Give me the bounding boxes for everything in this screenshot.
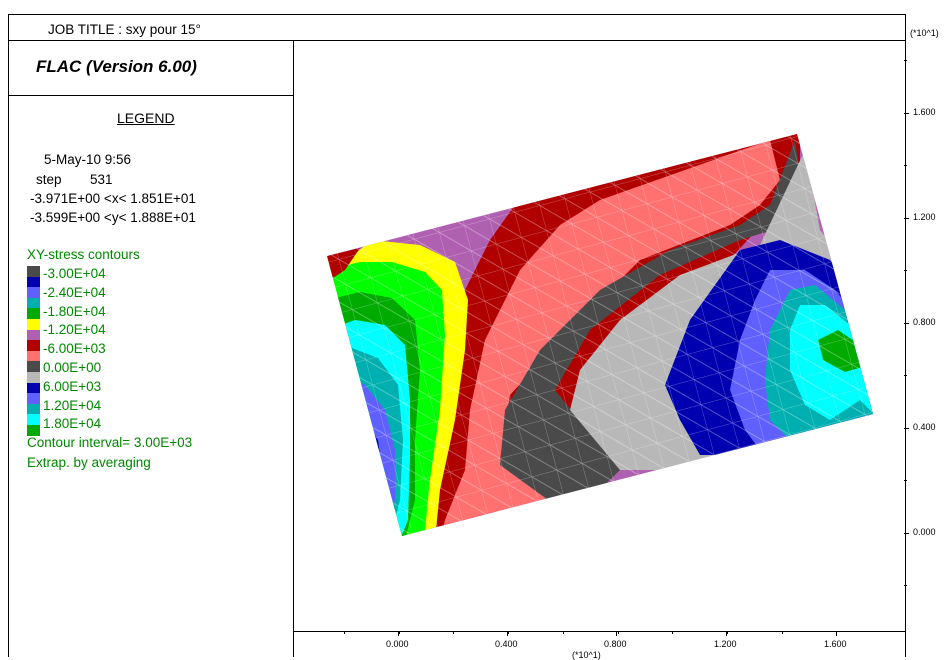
legend-level-label: -1.80E+04 [43, 303, 106, 319]
step-label: step [36, 172, 62, 187]
y-axis-minor-tick [904, 112, 907, 114]
legend-level-label: 1.20E+04 [43, 397, 102, 413]
frame-top-line [8, 14, 906, 15]
y-axis-tick-label: 0.400 [913, 422, 936, 432]
x-axis-tick-label: 0.000 [386, 639, 409, 649]
y-range: -3.599E+00 <y< 1.888E+01 [30, 210, 196, 225]
y-axis-tick [904, 323, 909, 324]
x-axis-minor-tick [398, 631, 400, 634]
title-divider-line [8, 40, 906, 41]
y-axis-tick [904, 533, 909, 534]
x-axis-tick [616, 631, 617, 636]
x-axis-minor-tick [836, 631, 838, 634]
y-axis-tick [904, 218, 909, 219]
legend-level-label: 0.00E+00 [43, 360, 102, 375]
model-domain [327, 134, 873, 536]
mesh-grid [327, 134, 873, 536]
y-axis-minor-tick [904, 585, 907, 586]
x-axis-minor-tick [781, 631, 783, 634]
x-axis-minor-tick [344, 631, 345, 634]
y-axis-minor-tick [904, 217, 907, 219]
x-axis-minor-tick [508, 631, 510, 634]
legend-level-label: 1.80E+04 [43, 416, 102, 432]
frame-right-line [905, 14, 906, 657]
x-axis-tick-label: 0.400 [495, 639, 518, 649]
x-axis-minor-tick [726, 631, 728, 634]
legend-level-label: -2.40E+04 [43, 284, 106, 300]
y-axis-tick-label: 1.200 [913, 212, 936, 222]
legend-swatch [27, 414, 40, 426]
x-axis-minor-tick [562, 631, 564, 634]
contour-interval: Contour interval= 3.00E+03 [27, 435, 193, 450]
y-axis-minor-tick [904, 322, 907, 324]
x-axis-line [293, 631, 906, 632]
contour-title: XY-stress contours [27, 247, 140, 262]
y-axis-minor-tick [904, 270, 907, 271]
x-axis-tick-label: 1.600 [824, 639, 847, 649]
x-axis-minor-tick [672, 631, 674, 634]
legend-level-label: 6.00E+03 [43, 378, 102, 394]
legend-level-label: -3.00E+04 [43, 266, 106, 281]
y-axis-tick-label: 0.000 [913, 527, 936, 537]
y-axis-tick-label: 1.600 [913, 107, 936, 117]
y-axis-tick [904, 113, 909, 114]
x-axis-multiplier: (*10^1) [572, 650, 601, 660]
x-axis-minor-tick [453, 631, 455, 634]
job-title: JOB TITLE : sxy pour 15° [48, 22, 201, 37]
legend-swatch [27, 350, 40, 362]
legend-swatch [27, 393, 40, 405]
extrapolation-note: Extrap. by averaging [27, 455, 151, 470]
y-axis-minor-tick [904, 375, 907, 376]
y-axis-minor-tick [904, 60, 907, 61]
legend-swatch [27, 266, 40, 277]
y-axis-minor-tick [904, 427, 907, 429]
legend-swatch [27, 287, 40, 299]
x-axis-tick [726, 631, 727, 636]
legend-swatch [27, 329, 40, 341]
x-axis-tick [398, 631, 399, 636]
legend-swatch [27, 319, 40, 330]
legend-swatch [27, 297, 40, 309]
software-title: FLAC (Version 6.00) [36, 57, 197, 76]
date-time: 5-May-10 9:56 [44, 152, 132, 167]
x-axis-tick-label: 1.200 [714, 639, 737, 649]
x-range: -3.971E+00 <x< 1.851E+01 [30, 191, 196, 206]
legend-panel-border [293, 40, 294, 657]
legend-heading: LEGEND [117, 110, 175, 126]
y-axis-minor-tick [904, 165, 907, 166]
y-axis-tick-label: 0.800 [913, 317, 936, 327]
step-value: 531 [90, 172, 113, 187]
legend-swatch [27, 340, 40, 352]
legend-level-label: -1.20E+04 [43, 322, 106, 338]
y-axis-multiplier: (*10^1) [910, 28, 939, 38]
x-axis-minor-tick [617, 631, 619, 634]
legend-swatch [27, 382, 40, 394]
software-divider-line [8, 95, 294, 96]
legend-swatch [27, 425, 40, 436]
legend-swatch [27, 361, 40, 373]
legend-swatch [27, 372, 40, 383]
y-axis-minor-tick [904, 532, 907, 534]
legend-swatch [27, 403, 40, 415]
legend-level-label: -6.00E+03 [43, 341, 106, 357]
x-axis-tick-label: 0.800 [604, 639, 627, 649]
legend-swatch [27, 308, 40, 320]
y-axis-tick [904, 428, 909, 429]
legend-swatch [27, 276, 40, 288]
frame-left-line [8, 14, 9, 657]
y-axis-minor-tick [904, 480, 907, 481]
x-axis-tick [507, 631, 508, 636]
